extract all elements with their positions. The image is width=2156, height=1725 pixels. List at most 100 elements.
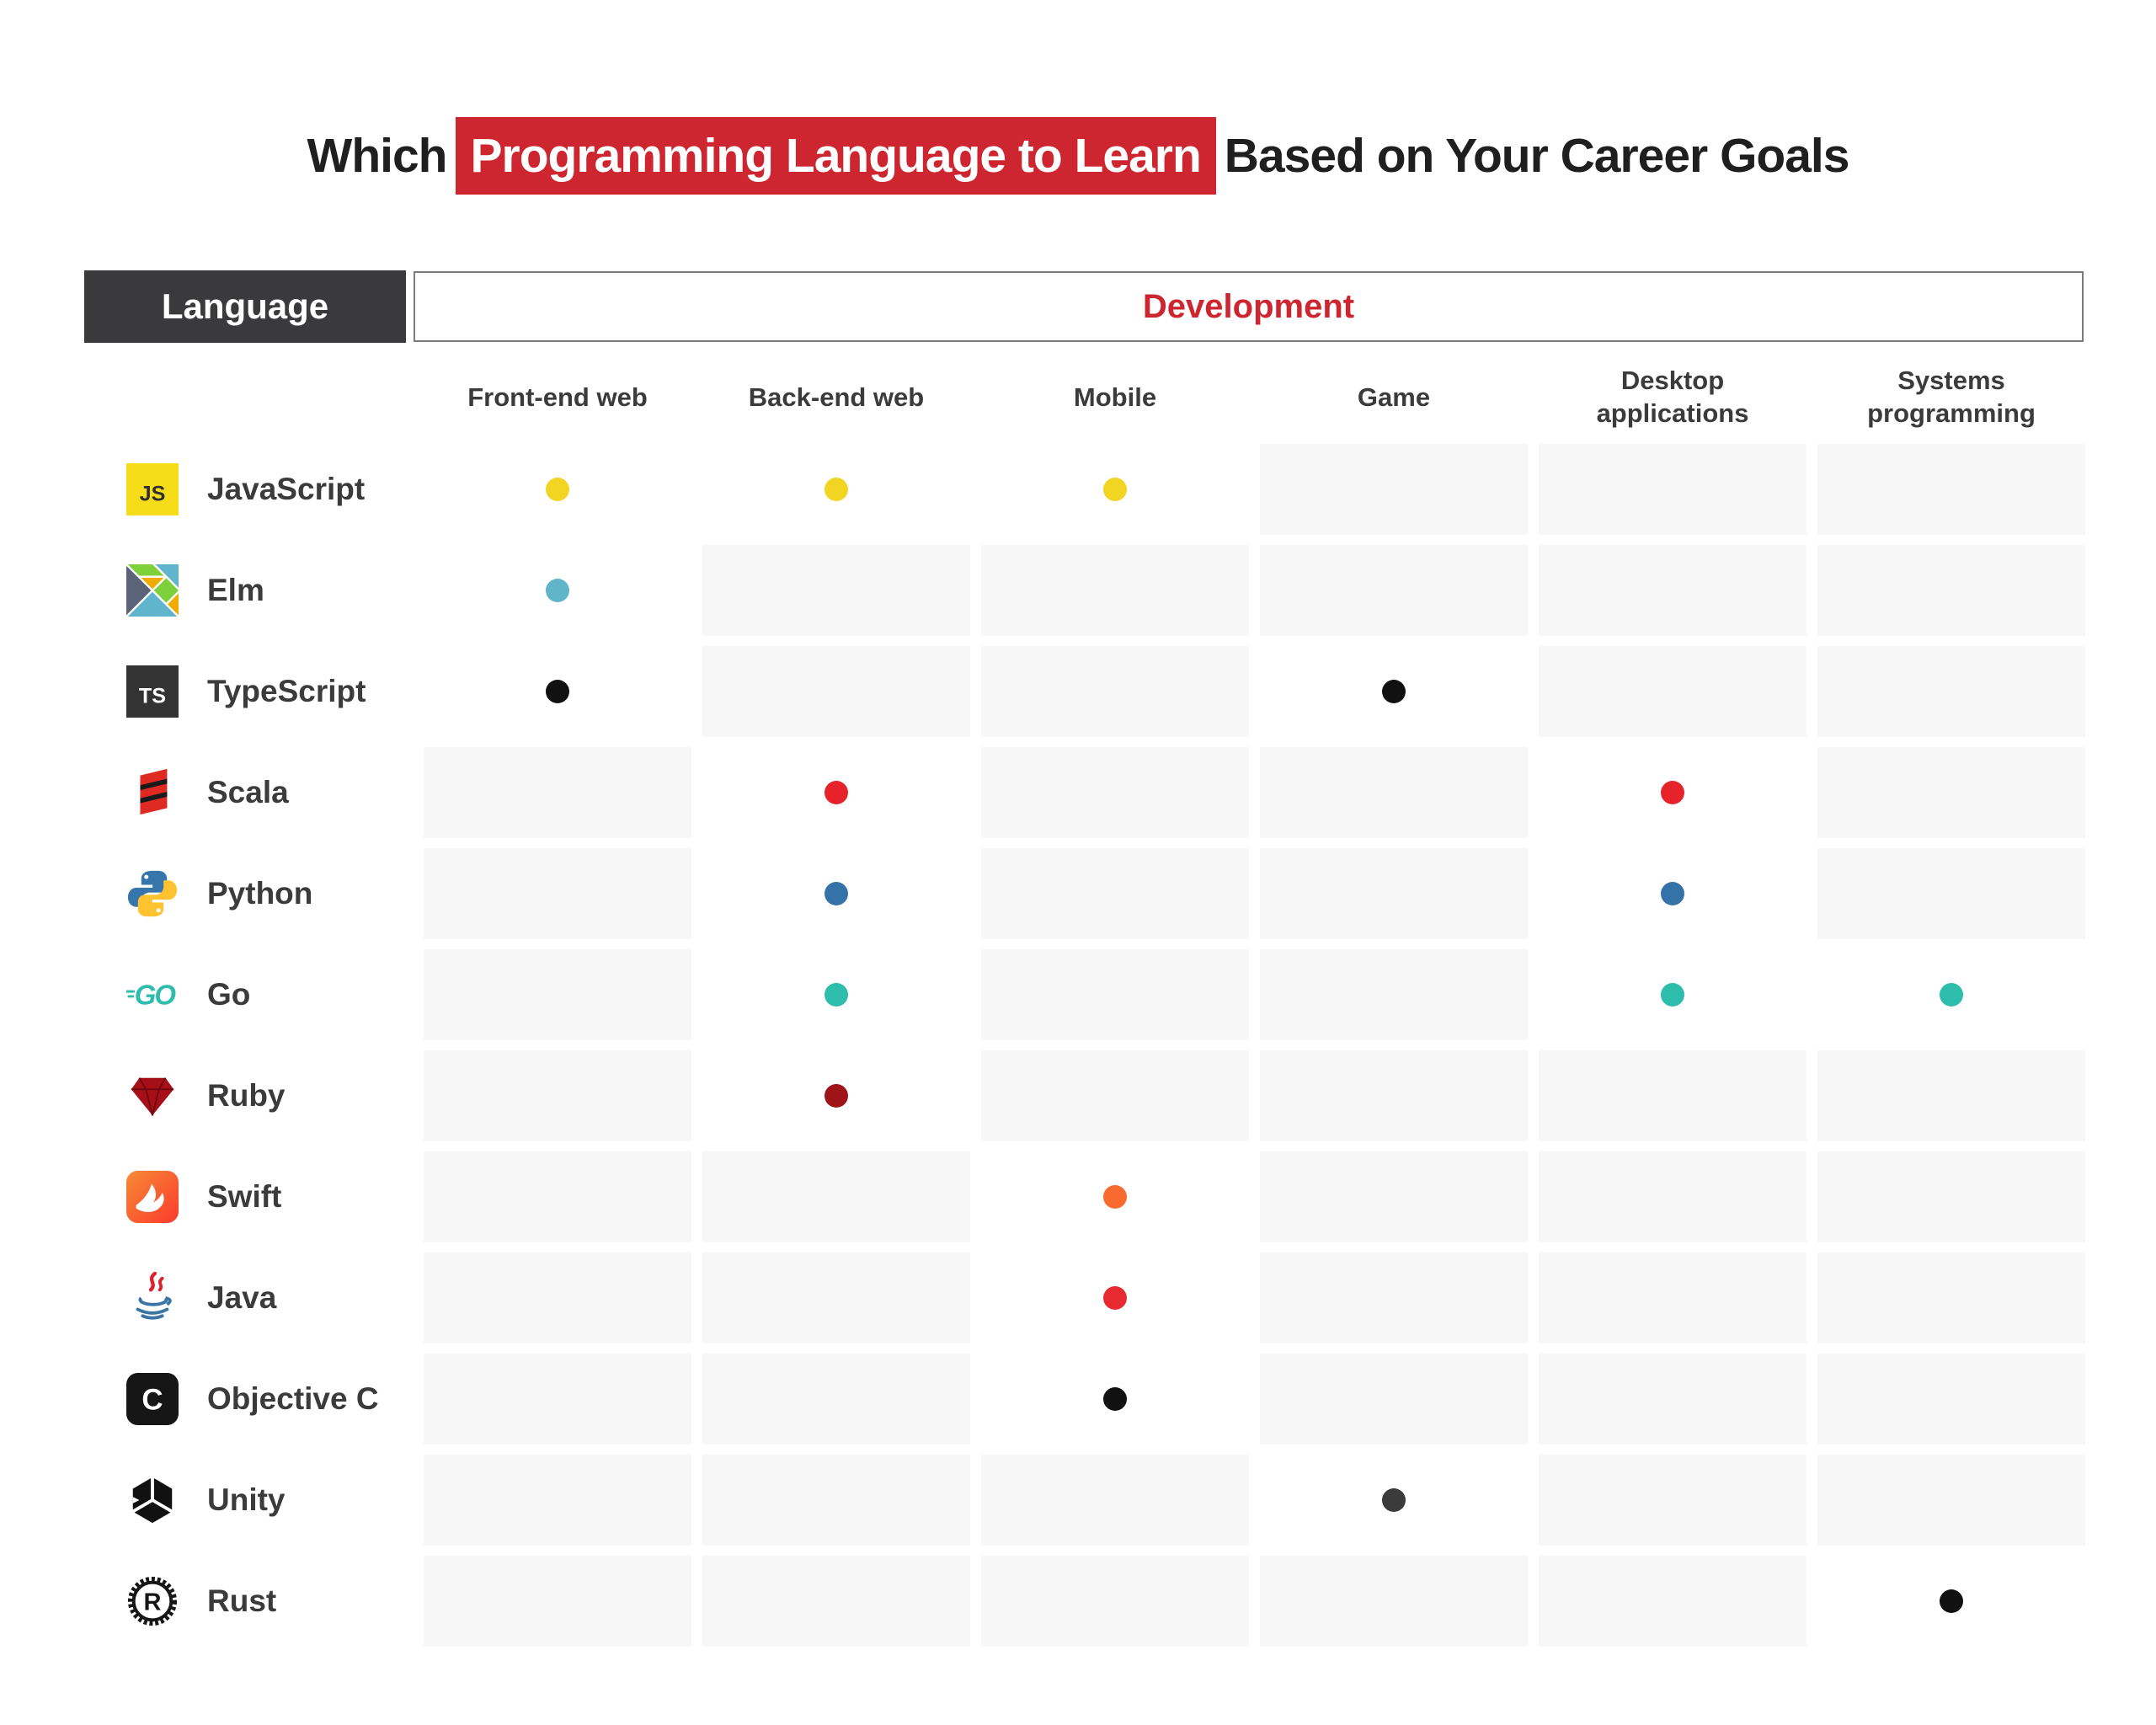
swift-icon [126, 1171, 179, 1223]
matrix-cell-marked [424, 646, 691, 737]
mark-dot [825, 882, 848, 905]
mark-dot [825, 983, 848, 1007]
matrix-cell-empty [424, 1252, 691, 1343]
language-label: Go [207, 977, 251, 1012]
mark-dot [825, 1084, 848, 1108]
matrix-cell-empty [1260, 1050, 1528, 1141]
matrix-cell-empty [1817, 1354, 2085, 1445]
javascript-icon: JS [126, 463, 179, 515]
matrix-cell-empty [981, 747, 1249, 838]
matrix-cell-empty [1817, 545, 2085, 636]
matrix-cell-empty [1539, 1354, 1806, 1445]
mark-dot [1103, 1286, 1127, 1310]
matrix-cell-empty [1260, 1354, 1528, 1445]
matrix-cell-empty [1539, 1151, 1806, 1242]
matrix-cell-empty [702, 1556, 970, 1647]
title-highlight: Programming Language to Learn [455, 117, 1216, 195]
language-row: Swift [126, 1151, 421, 1242]
matrix-cell-marked [1539, 848, 1806, 939]
language-row: GO Go [126, 949, 421, 1040]
matrix-cell-empty [1260, 444, 1528, 535]
matrix-cell-empty [1817, 1151, 2085, 1242]
matrix-cell-empty [1817, 848, 2085, 939]
matrix-cell-empty [981, 1050, 1249, 1141]
mark-dot [825, 478, 848, 501]
language-label: TypeScript [207, 674, 366, 708]
elm-icon [126, 564, 179, 617]
matrix-cell-empty [1817, 444, 2085, 535]
matrix-cell-empty [424, 949, 691, 1040]
development-header: Development [414, 271, 2084, 342]
language-label: Ruby [207, 1078, 286, 1113]
mark-dot [546, 478, 569, 501]
matrix-cell-empty [1817, 1050, 2085, 1141]
mark-dot [1382, 1488, 1406, 1512]
language-label: Java [207, 1280, 277, 1315]
matrix-cell-empty [1817, 747, 2085, 838]
matrix-cell-empty [981, 848, 1249, 939]
matrix-cell-empty [1260, 1151, 1528, 1242]
mark-dot [1103, 1387, 1127, 1411]
column-header: Desktop applications [1596, 366, 1749, 428]
go-icon: GO [126, 969, 179, 1021]
mark-dot [1940, 983, 1963, 1007]
typescript-icon: TS [126, 665, 179, 718]
matrix-cell-empty [981, 1455, 1249, 1546]
matrix-cell-empty [981, 646, 1249, 737]
matrix-cell-marked [702, 747, 970, 838]
matrix-cell-empty [702, 646, 970, 737]
mark-dot [1940, 1589, 1963, 1613]
matrix-cell-empty [1260, 949, 1528, 1040]
mark-dot [1661, 781, 1684, 804]
svg-text:GO: GO [135, 980, 177, 1011]
ruby-icon [126, 1070, 179, 1122]
matrix-cell-empty [1260, 848, 1528, 939]
matrix-cell-empty [1260, 1252, 1528, 1343]
matrix-cell-empty [702, 1455, 970, 1546]
matrix-cell-empty [1539, 444, 1806, 535]
column-header: Front-end web [467, 382, 648, 412]
svg-text:JS: JS [140, 483, 166, 506]
matrix-cell-empty [702, 1354, 970, 1445]
matrix-cell-empty [1260, 1556, 1528, 1647]
matrix-cell-marked [1817, 949, 2085, 1040]
svg-text:C: C [141, 1384, 163, 1417]
title-prefix: Which [307, 129, 448, 183]
page-title: Which Programming Language to Learn Based … [0, 117, 2156, 195]
language-row: Elm [126, 545, 421, 636]
language-row: Java [126, 1252, 421, 1343]
matrix-cell-empty [424, 1151, 691, 1242]
title-suffix: Based on Your Career Goals [1224, 129, 1850, 183]
matrix-cell-marked [1260, 646, 1528, 737]
matrix-cell-empty [702, 545, 970, 636]
matrix-cell-marked [1539, 949, 1806, 1040]
matrix-cell-empty [1817, 646, 2085, 737]
matrix-cell-marked [702, 1050, 970, 1141]
objective-c-icon: C [126, 1373, 179, 1425]
language-row: Scala [126, 747, 421, 838]
java-icon [126, 1272, 179, 1324]
matrix-cell-empty [424, 1556, 691, 1647]
matrix-cell-empty [1260, 747, 1528, 838]
matrix-cell-marked [981, 1151, 1249, 1242]
mark-dot [546, 680, 569, 703]
matrix-cell-empty [424, 848, 691, 939]
matrix-cell-marked [702, 949, 970, 1040]
language-row: R Rust [126, 1556, 421, 1647]
matrix-cell-empty [1539, 545, 1806, 636]
language-header: Language [84, 270, 406, 343]
matrix-cell-empty [702, 1151, 970, 1242]
language-label: Elm [207, 573, 264, 607]
language-label: Scala [207, 775, 289, 809]
rust-icon: R [126, 1575, 179, 1627]
matrix-cell-empty [702, 1252, 970, 1343]
mark-dot [1382, 680, 1406, 703]
scala-icon [126, 766, 179, 819]
language-row: TS TypeScript [126, 646, 421, 737]
column-header: Systems programming [1867, 366, 2036, 428]
matrix-cell-empty [981, 1556, 1249, 1647]
language-label: JavaScript [207, 472, 366, 506]
matrix-cell-empty [1817, 1252, 2085, 1343]
matrix-cell-marked [981, 1252, 1249, 1343]
